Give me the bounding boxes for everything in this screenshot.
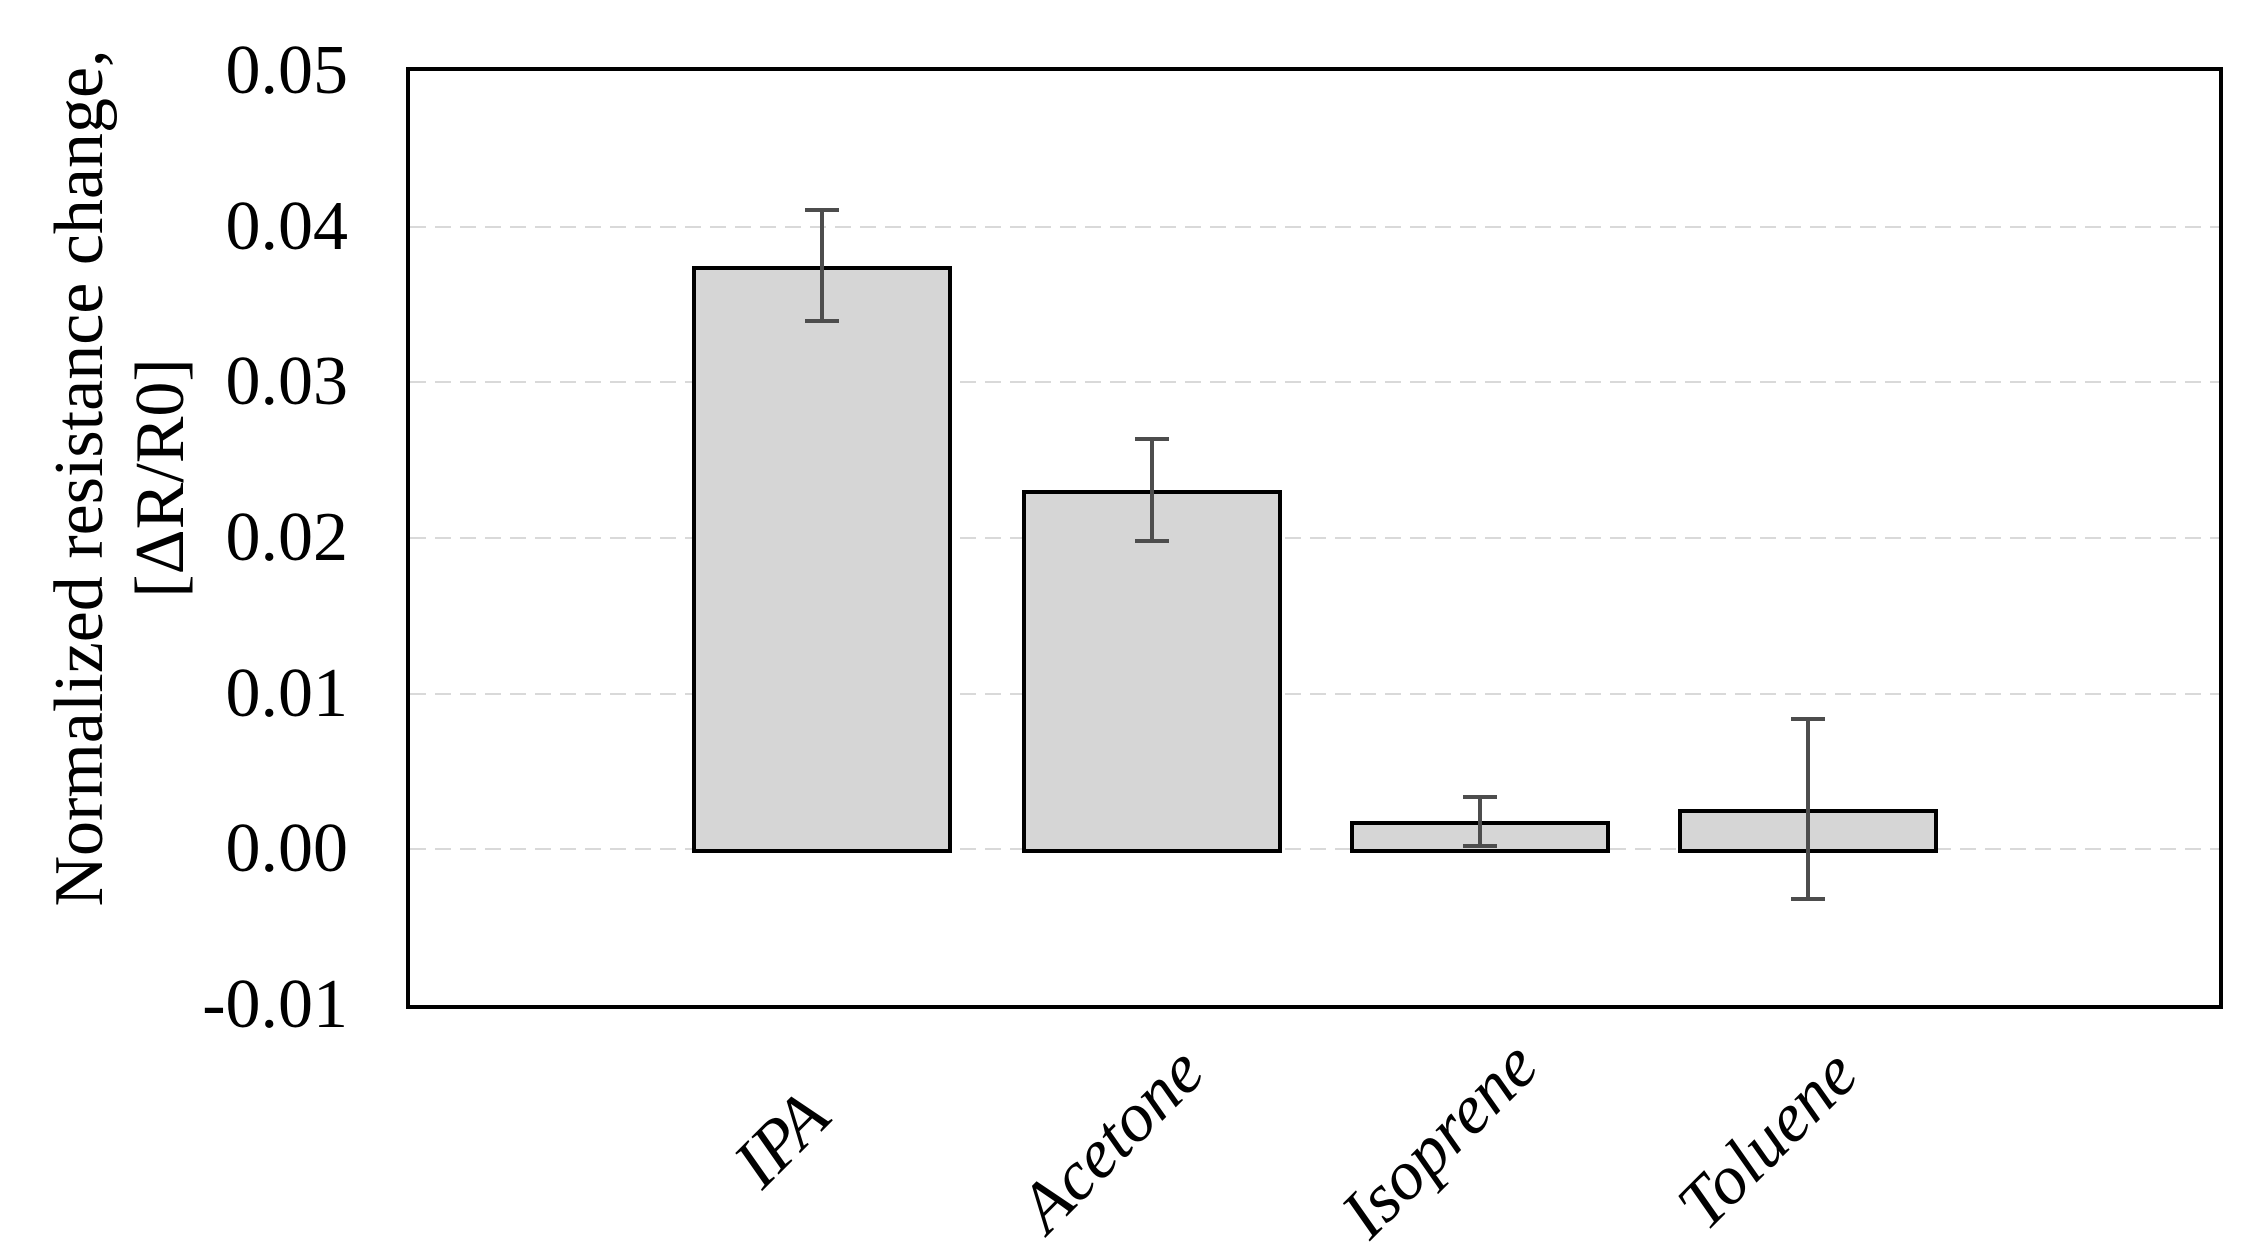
- y-tick-label-0.02: 0.02: [225, 499, 349, 576]
- error-bar-top-cap-isoprene: [1463, 794, 1497, 799]
- bar-ipa: [692, 265, 952, 854]
- y-tick-label-0.05: 0.05: [225, 32, 349, 109]
- error-bar-line-isoprene: [1478, 794, 1482, 848]
- x-tick-label-ipa: IPA: [719, 1077, 845, 1203]
- bar-acetone: [1022, 489, 1282, 854]
- y-axis-title-line2: [ΔR/R0]: [122, 358, 199, 598]
- error-bar-top-cap-ipa: [805, 207, 839, 212]
- y-tick-label-0.04: 0.04: [225, 187, 349, 265]
- error-bar-bottom-cap-acetone: [1135, 538, 1169, 543]
- y-tick-label-0.01: 0.01: [225, 654, 349, 732]
- error-bar-line-toluene: [1806, 717, 1810, 901]
- error-bar-bottom-cap-isoprene: [1463, 843, 1497, 848]
- x-tick-label-isoprene: Isoprene: [1326, 1026, 1553, 1249]
- gridline: [410, 848, 2219, 851]
- error-bar-line-ipa: [820, 207, 824, 324]
- y-axis-title-text: Normalized resistance change, [ΔR/R0]: [39, 49, 201, 906]
- x-tick-label-toluene: Toluene: [1662, 1034, 1873, 1245]
- gridline: [410, 381, 2219, 384]
- gridline: [410, 692, 2219, 695]
- error-bar-bottom-cap-ipa: [805, 319, 839, 324]
- y-axis-title-line1: Normalized resistance change,: [41, 49, 118, 907]
- y-tick-label-0.00: 0.00: [225, 810, 349, 888]
- x-tick-label-acetone: Acetone: [1004, 1032, 1219, 1247]
- error-bar-top-cap-acetone: [1135, 436, 1169, 441]
- plot-area: [406, 67, 2223, 1009]
- y-tick-label-0.03: 0.03: [225, 343, 349, 421]
- y-tick-label--0.01: -0.01: [202, 966, 348, 1043]
- gridline: [410, 225, 2219, 228]
- gridline: [410, 537, 2219, 539]
- error-bar-bottom-cap-toluene: [1791, 896, 1825, 901]
- error-bar-line-acetone: [1150, 436, 1154, 543]
- error-bar-top-cap-toluene: [1791, 717, 1825, 722]
